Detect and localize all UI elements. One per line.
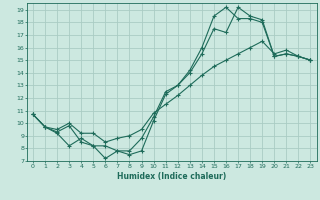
X-axis label: Humidex (Indice chaleur): Humidex (Indice chaleur) [117,172,226,181]
